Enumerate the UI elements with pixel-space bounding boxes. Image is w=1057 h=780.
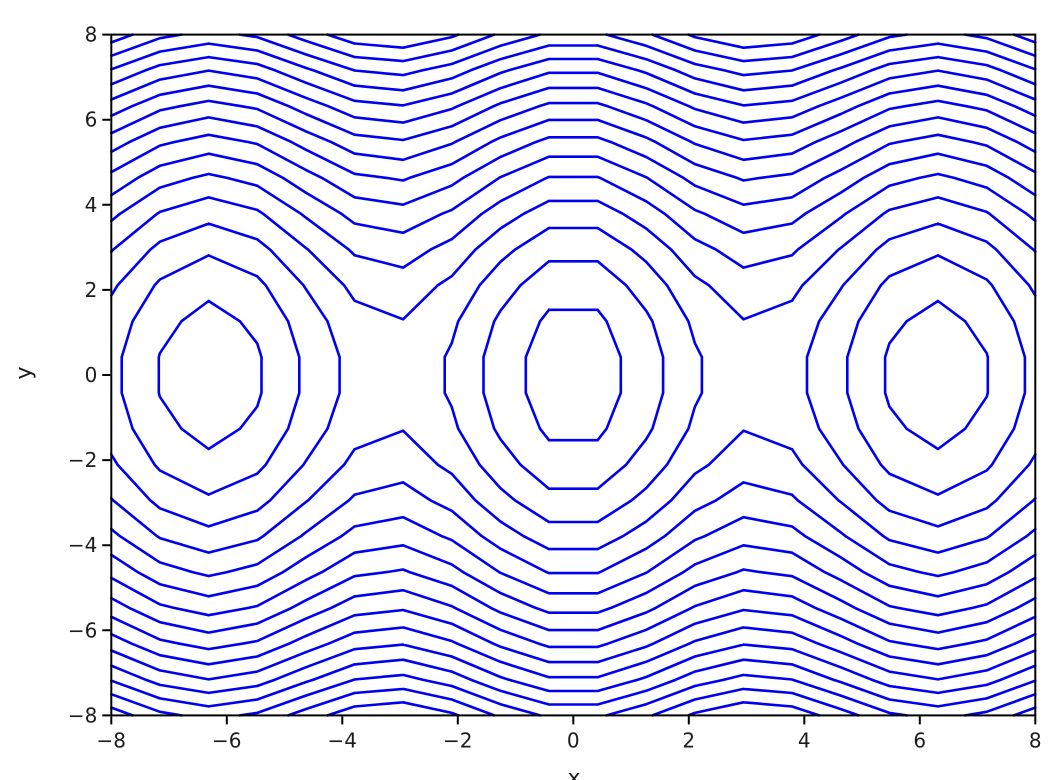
y-tick-label: 2 [85,278,98,302]
x-tick-label: 8 [1029,728,1042,752]
contour-level-line [110,222,1037,528]
contour-level-line [110,84,1037,666]
contour-level-line [110,116,1037,634]
axis-ticks [102,33,1037,725]
y-axis-label: y [12,366,37,380]
contour-level-line [110,42,1037,708]
y-tick-label: −6 [68,618,97,642]
contour-level-line [110,99,1037,651]
x-tick-label: 2 [682,728,695,752]
contour-lines [110,33,1037,717]
contour-level-line [110,196,1037,554]
contour-level-line [110,133,1037,617]
contour-level-line [110,172,1037,578]
x-tick-label: 4 [798,728,811,752]
contour-level-line [110,152,1037,598]
x-axis-tick-labels: −8 −6 −4 −2 0 2 4 6 8 [97,728,1042,752]
x-tick-label: −4 [328,728,357,752]
contour-level-line [157,299,990,451]
axis-spines [110,33,1037,717]
y-tick-label: 0 [85,363,98,387]
x-tick-label: −2 [443,728,472,752]
x-tick-label: 6 [913,728,926,752]
contour-level-line [120,254,1027,496]
x-tick-label: −6 [212,728,241,752]
x-tick-label: −8 [97,728,126,752]
tick-marks [102,33,1037,725]
y-tick-label: −8 [68,703,97,727]
y-tick-label: −4 [68,533,97,557]
contour-level-line [110,69,1037,681]
contour-level-line [326,33,821,717]
contour-level-line [110,33,1037,717]
y-tick-label: 4 [85,193,98,217]
y-tick-label: 8 [85,23,98,47]
x-axis-label: x [567,766,581,780]
y-axis-tick-labels: −8 −6 −4 −2 0 2 4 6 8 [68,23,97,728]
contour-level-line [110,55,1037,695]
y-tick-label: −2 [68,448,97,472]
contour-level-line [110,33,1037,717]
x-tick-label: 0 [567,728,580,752]
y-tick-label: 6 [85,108,98,132]
